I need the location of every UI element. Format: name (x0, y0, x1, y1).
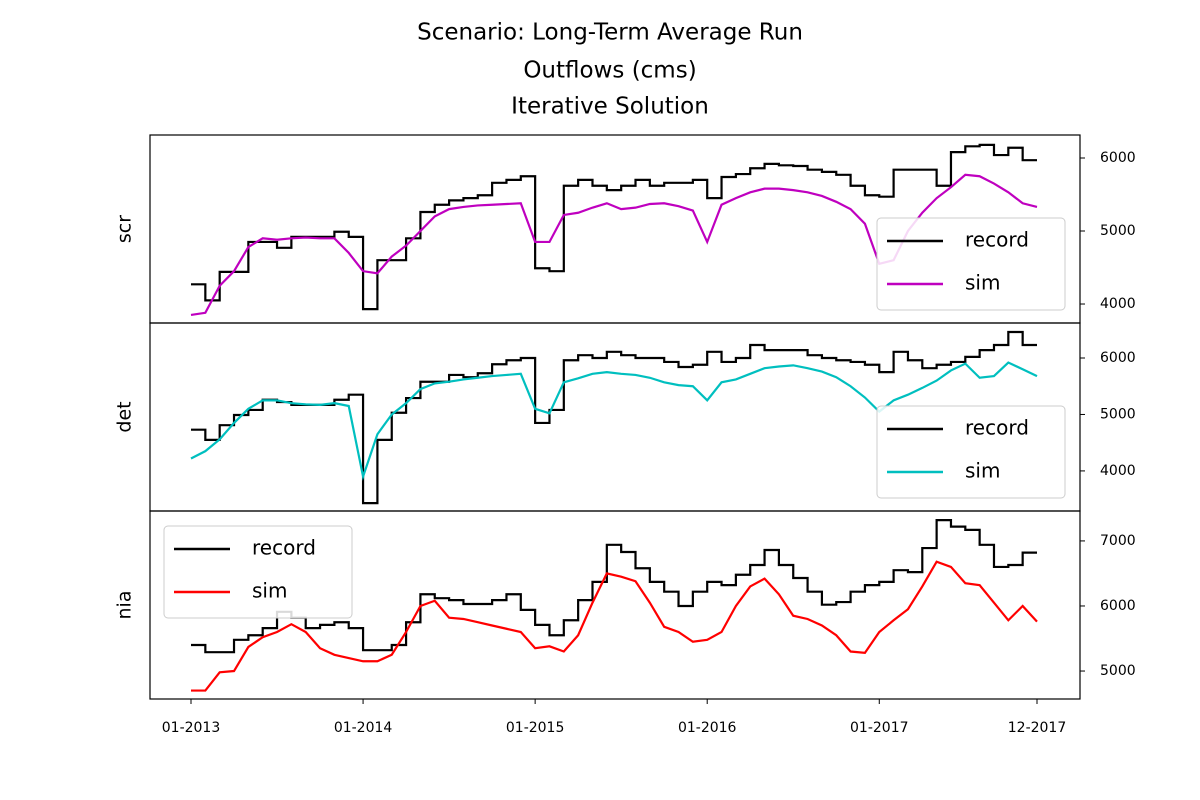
y-tick-label: 5000 (1100, 223, 1136, 239)
x-tick-label: 12-2017 (1008, 720, 1067, 736)
legend-label: sim (965, 459, 1000, 483)
legend-label: record (252, 536, 316, 560)
y-tick-label: 4000 (1100, 463, 1136, 479)
series-line (191, 143, 1037, 311)
y-tick-label: 6000 (1100, 150, 1136, 166)
y-tick-label: 4000 (1100, 296, 1136, 312)
y-axis-label: nia (114, 591, 136, 620)
title-line: Outflows (cms) (523, 58, 696, 84)
x-tick-label: 01-2013 (162, 720, 221, 736)
y-tick-label: 6000 (1100, 598, 1136, 614)
legend-label: record (965, 228, 1029, 252)
series-line (191, 560, 1038, 692)
y-tick-label: 7000 (1100, 533, 1136, 549)
y-tick-label: 5000 (1100, 663, 1136, 679)
x-tick-label: 01-2016 (678, 720, 737, 736)
series-line (191, 330, 1037, 505)
legend-label: record (965, 416, 1029, 440)
y-tick-label: 6000 (1100, 350, 1136, 366)
title-line: Iterative Solution (511, 94, 709, 120)
series-line (190, 361, 1038, 481)
y-tick-label: 5000 (1100, 406, 1136, 422)
y-axis-label: scr (114, 215, 136, 243)
x-tick-label: 01-2015 (506, 720, 565, 736)
legend-label: sim (965, 271, 1000, 295)
x-tick-label: 01-2017 (850, 720, 909, 736)
x-tick-label: 01-2014 (334, 720, 393, 736)
legend-label: sim (252, 579, 287, 603)
plot-frame (149, 510, 1081, 700)
title-line: Scenario: Long-Term Average Run (417, 20, 803, 46)
series-line (191, 519, 1037, 654)
y-axis-label: det (114, 401, 136, 432)
